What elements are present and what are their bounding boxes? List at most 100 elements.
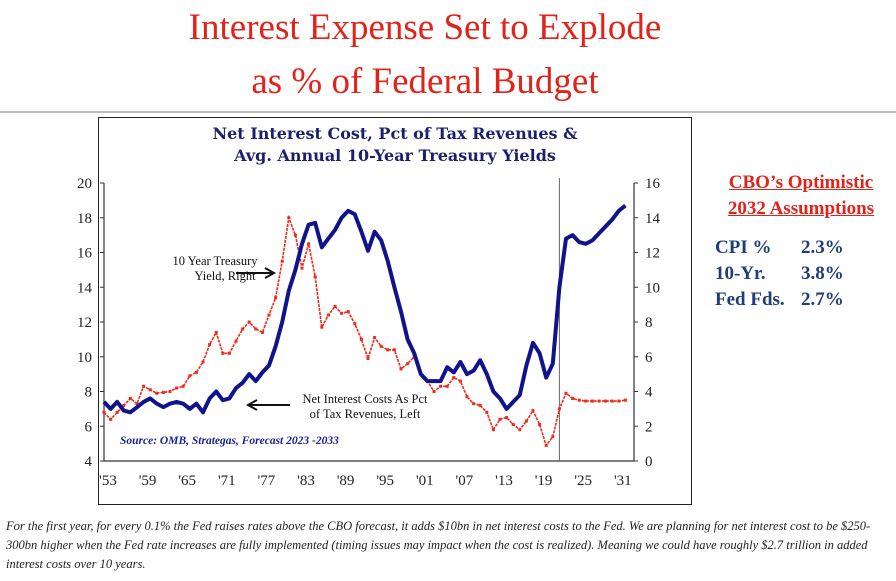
assumption-value: 3.8% xyxy=(801,263,844,284)
treasury-yield-point xyxy=(208,343,212,347)
x-tick-label: '07 xyxy=(456,473,474,489)
right-tick-label: 6 xyxy=(645,350,653,366)
treasury-yield-point xyxy=(115,410,119,414)
treasury-yield-point xyxy=(406,362,410,366)
x-tick-label: '77 xyxy=(258,473,276,489)
treasury-yield-point xyxy=(326,313,330,317)
x-tick-label: '59 xyxy=(139,473,157,489)
treasury-yield-point xyxy=(221,351,225,355)
treasury-yield-point xyxy=(491,428,495,432)
treasury-yield-point xyxy=(584,399,588,403)
treasury-yield-point xyxy=(445,384,449,388)
right-tick-label: 12 xyxy=(645,246,660,262)
left-tick-label: 18 xyxy=(77,211,92,227)
treasury-yield-point xyxy=(485,410,489,414)
treasury-yield-point xyxy=(472,402,476,406)
treasury-yield-point xyxy=(333,304,337,308)
right-tick-label: 10 xyxy=(645,280,660,296)
assumption-row-10yr: 10-Yr. 3.8% xyxy=(715,263,844,285)
treasury-yield-point xyxy=(571,396,575,400)
treasury-yield-point xyxy=(340,311,344,315)
chart-source: Source: OMB, Strategas, Forecast 2023 -2… xyxy=(120,435,339,447)
title-divider xyxy=(0,111,896,113)
treasury-yield-point xyxy=(544,443,548,447)
treasury-yield-point xyxy=(518,428,522,432)
treasury-yield-point xyxy=(379,344,383,348)
chart-title-line-1: Net Interest Cost, Pct of Tax Revenues & xyxy=(212,124,578,143)
treasury-yield-point xyxy=(234,339,238,343)
right-tick-label: 8 xyxy=(645,315,653,331)
treasury-yield-point xyxy=(399,367,403,371)
assumptions-heading-line-1: CBO’s Optimistic xyxy=(728,172,874,193)
x-tick-label: '25 xyxy=(574,473,592,489)
x-tick-label: '71 xyxy=(218,473,236,489)
left-tick-label: 8 xyxy=(85,385,93,401)
x-tick-label: '01 xyxy=(416,473,434,489)
treasury-yield-point xyxy=(366,356,370,360)
treasury-yield-point xyxy=(241,327,245,331)
treasury-yield-point xyxy=(109,417,113,421)
treasury-yield-point xyxy=(551,435,555,439)
left-tick-label: 16 xyxy=(77,246,93,262)
slide-title-line-1: Interest Expense Set to Explode xyxy=(188,7,662,48)
treasury-yield-point xyxy=(313,275,317,279)
treasury-yield-point xyxy=(287,216,291,220)
right-tick-label: 4 xyxy=(645,385,653,401)
treasury-yield-point xyxy=(260,330,264,334)
treasury-yield-point xyxy=(590,399,594,403)
treasury-yield-point xyxy=(505,416,509,420)
treasury-yield-point xyxy=(531,409,535,413)
left-tick-label: 20 xyxy=(77,176,92,192)
left-tick-label: 14 xyxy=(77,280,93,296)
treasury-yield-point xyxy=(386,348,390,352)
left-tick-label: 4 xyxy=(85,454,93,470)
x-tick-label: '31 xyxy=(614,473,632,489)
assumptions-heading-line-2: 2032 Assumptions xyxy=(727,198,875,219)
treasury-yield-point xyxy=(392,348,396,352)
assumption-row-cpi: CPI % 2.3% xyxy=(715,237,844,259)
treasury-yield-point xyxy=(604,399,608,403)
treasury-yield-point xyxy=(465,395,469,399)
treasury-yield-point xyxy=(511,423,515,427)
treasury-yield-point xyxy=(597,399,601,403)
arrow-right-icon xyxy=(264,267,277,279)
arrow-left-icon xyxy=(245,399,258,411)
treasury-yield-point xyxy=(524,419,528,423)
slide-title-line-2: as % of Federal Budget xyxy=(251,61,599,102)
treasury-yield-point xyxy=(194,370,198,374)
treasury-yield-point xyxy=(135,402,139,406)
treasury-yield-point xyxy=(102,410,106,414)
treasury-yield-point xyxy=(293,233,297,237)
assumption-label: Fed Fds. xyxy=(715,289,785,310)
assumption-label: 10-Yr. xyxy=(715,263,766,284)
treasury-yield-point xyxy=(439,384,443,388)
treasury-yield-point xyxy=(617,399,621,403)
treasury-yield-point xyxy=(557,407,561,411)
annotation-interest-line-1: Net Interest Costs As Pct xyxy=(303,392,429,406)
x-tick-label: '19 xyxy=(535,473,553,489)
right-tick-label: 2 xyxy=(645,419,653,435)
chart-title-line-2: Avg. Annual 10-Year Treasury Yields xyxy=(234,146,556,165)
treasury-yield-point xyxy=(155,391,159,395)
x-tick-label: '65 xyxy=(178,473,196,489)
treasury-yield-point xyxy=(227,351,231,355)
chart-frame xyxy=(98,117,692,505)
annotation-interest-line-2: of Tax Revenues, Left xyxy=(310,407,421,421)
treasury-yield-point xyxy=(161,390,165,394)
treasury-yield-point xyxy=(122,403,126,407)
x-tick-label: '89 xyxy=(337,473,355,489)
treasury-yield-point xyxy=(181,384,185,388)
x-tick-label: '95 xyxy=(376,473,394,489)
treasury-yield-point xyxy=(142,384,146,388)
treasury-yield-point xyxy=(128,396,132,400)
treasury-yield-point xyxy=(346,310,350,314)
treasury-yield-point xyxy=(254,327,258,331)
treasury-yield-point xyxy=(610,399,614,403)
treasury-yield-point xyxy=(373,336,377,340)
treasury-yield-point xyxy=(267,313,271,317)
treasury-yield-point xyxy=(247,320,251,324)
treasury-yield-point xyxy=(452,376,456,380)
annotation-yield-line-2: Yield, Right xyxy=(194,269,256,283)
treasury-yield-point xyxy=(498,417,502,421)
